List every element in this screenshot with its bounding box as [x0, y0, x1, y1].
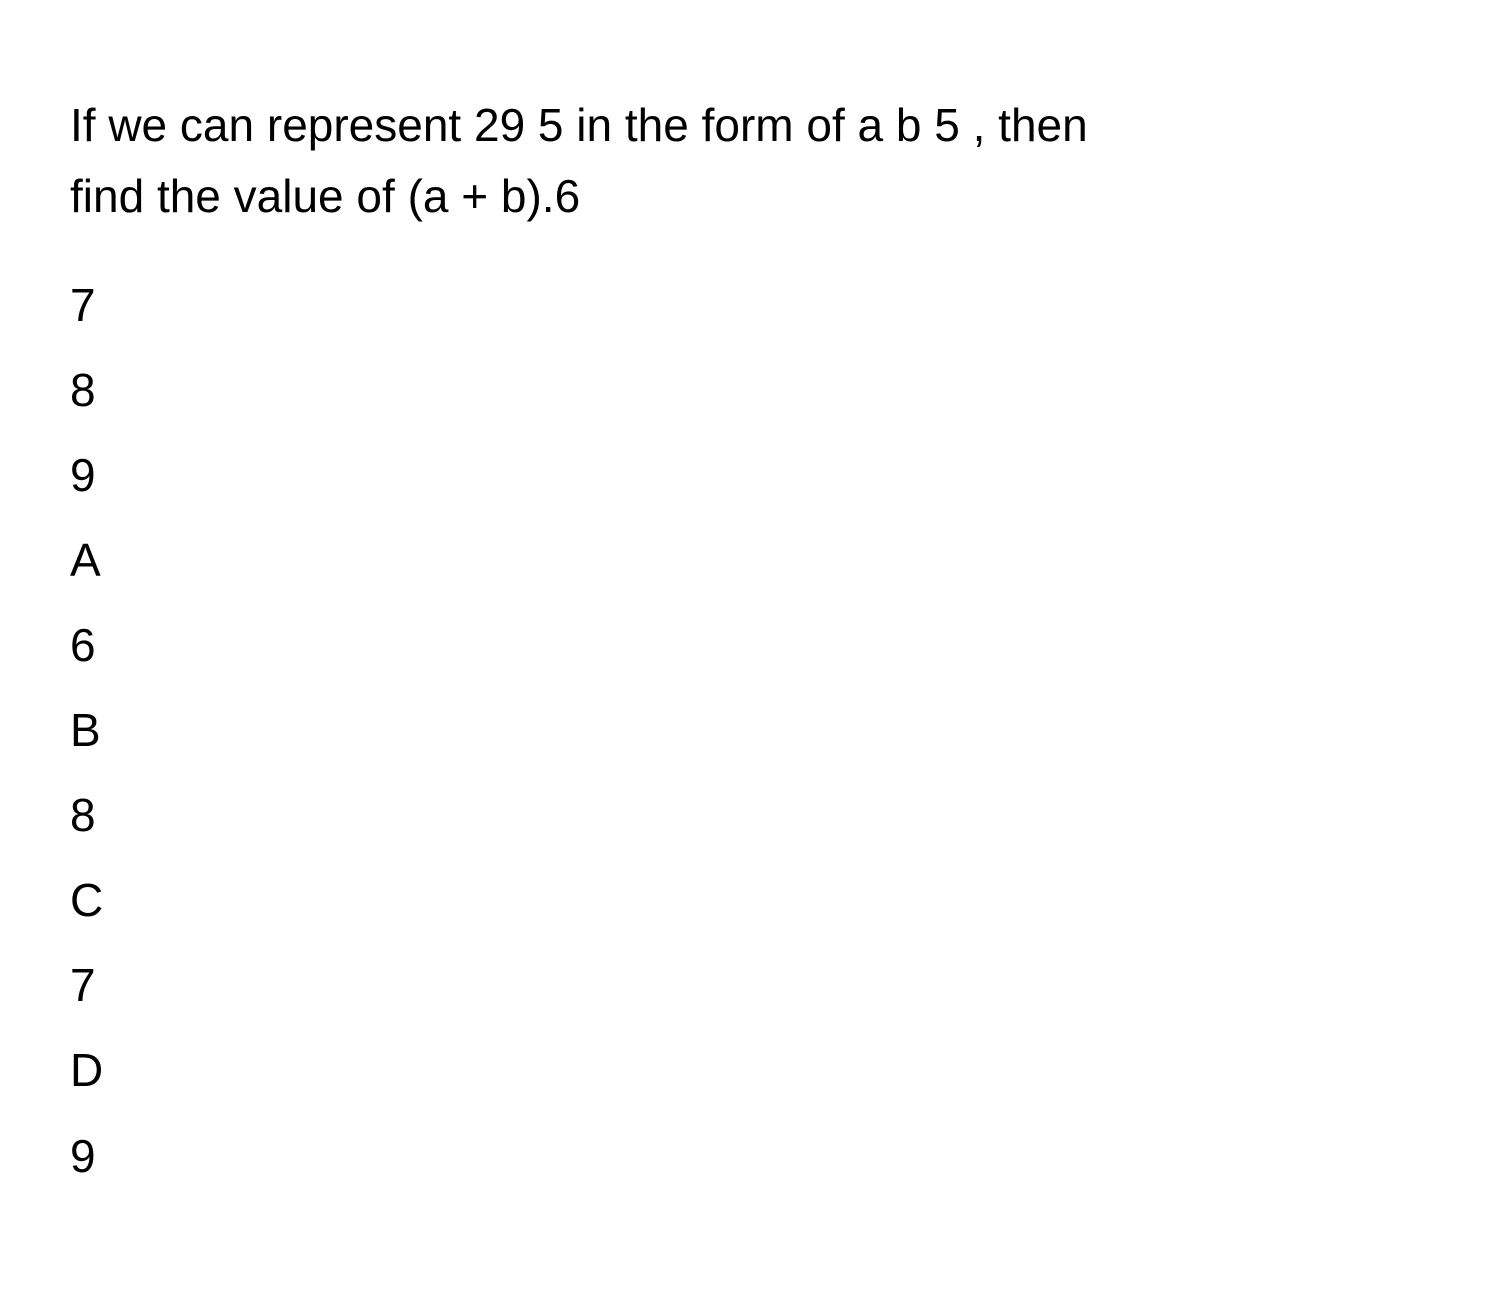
list-item: C: [70, 858, 1430, 943]
item-text: 9: [70, 1130, 96, 1182]
question-line-1: If we can represent 29 5 in the form of …: [70, 99, 1088, 151]
item-text: C: [70, 874, 103, 926]
question-line-2: find the value of (a + b).6: [70, 170, 580, 222]
list-item: 8: [70, 773, 1430, 858]
question-text: If we can represent 29 5 in the form of …: [70, 90, 1430, 233]
item-text: D: [70, 1044, 103, 1096]
item-text: 6: [70, 619, 96, 671]
list-item: B: [70, 688, 1430, 773]
list-item: 7: [70, 943, 1430, 1028]
list-item: 9: [70, 433, 1430, 518]
list-item: 7: [70, 263, 1430, 348]
item-text: 8: [70, 789, 96, 841]
item-text: A: [70, 534, 101, 586]
list-item: A: [70, 518, 1430, 603]
item-text: B: [70, 704, 101, 756]
list-item: 6: [70, 603, 1430, 688]
list-item: 9: [70, 1114, 1430, 1199]
item-text: 7: [70, 959, 96, 1011]
item-text: 9: [70, 449, 96, 501]
item-text: 7: [70, 279, 96, 331]
list-item: D: [70, 1028, 1430, 1113]
list-item: 8: [70, 348, 1430, 433]
item-text: 8: [70, 364, 96, 416]
